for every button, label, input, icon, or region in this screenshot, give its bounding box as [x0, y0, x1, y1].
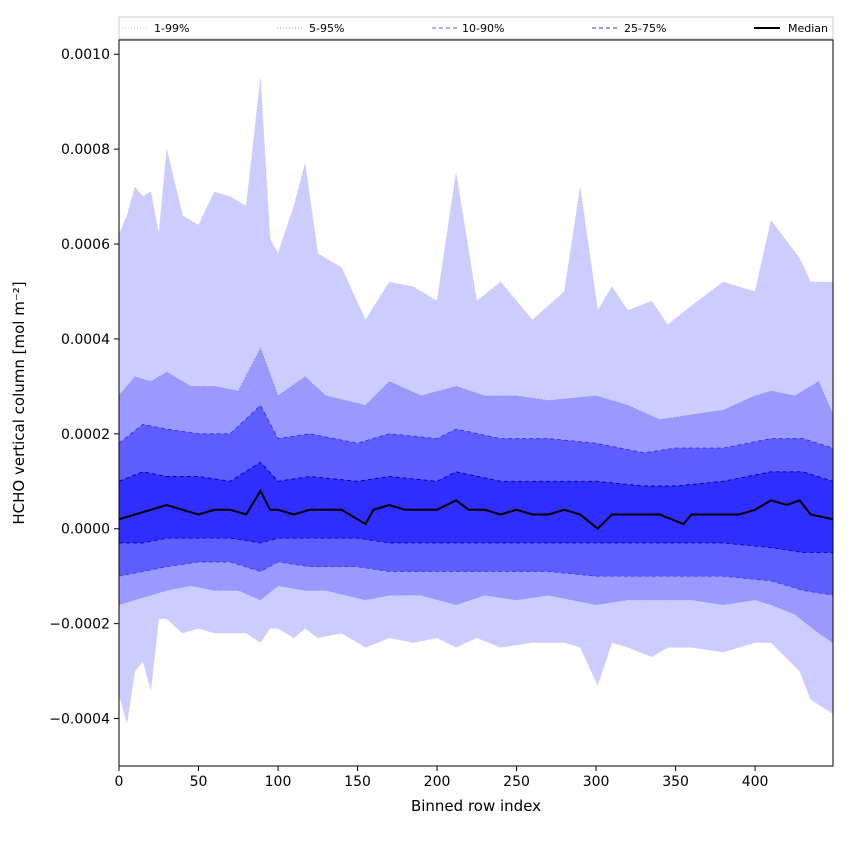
x-tick-label: 150: [344, 774, 371, 790]
band-lower-line-1-99pct: [118, 618, 834, 724]
y-tick-label: 0.0010: [61, 47, 110, 63]
median-line: [118, 488, 834, 531]
y-axis-ticks: −0.0004 −0.0002 0.0000 0.0002 0.0004 0.0006 0.…: [49, 47, 119, 728]
series-lines: [118, 77, 834, 724]
legend-label: Median: [788, 22, 828, 35]
band-25-75pct: [119, 462, 833, 553]
band-upper-line-1-99pct: [118, 77, 833, 326]
percentile-bands: [119, 78, 833, 724]
legend-label: 5-95%: [309, 22, 344, 35]
band-lower-line-10-90pct: [118, 561, 834, 596]
x-tick-label: 400: [742, 774, 769, 790]
x-tick-label: 50: [190, 774, 208, 790]
x-tick-label: 300: [583, 774, 610, 790]
x-tick-label: 250: [503, 774, 530, 790]
y-tick-label: 0.0006: [61, 237, 110, 253]
y-tick-label: 0.0000: [61, 522, 110, 538]
y-axis-title: HCHO vertical column [mol m⁻²]: [10, 281, 28, 524]
band-lower-line-25-75pct: [119, 537, 833, 553]
plot-frame: [118, 39, 834, 767]
y-tick-label: −0.0004: [49, 712, 110, 728]
legend: 1-99% 5-95% 10-90% 25-75% Median: [118, 16, 834, 40]
y-tick-label: 0.0008: [61, 142, 110, 158]
x-tick-label: 100: [265, 774, 292, 790]
band-upper-line-25-75pct: [118, 461, 834, 487]
legend-label: 25-75%: [624, 22, 666, 35]
x-axis-title: Binned row index: [411, 797, 541, 815]
y-tick-label: −0.0002: [49, 617, 110, 633]
x-tick-label: 200: [424, 774, 451, 790]
legend-label: 1-99%: [154, 22, 189, 35]
x-tick-label: 350: [662, 774, 689, 790]
y-tick-label: 0.0004: [61, 332, 110, 348]
band-upper-line-10-90pct: [118, 404, 834, 454]
legend-box: [118, 16, 834, 40]
legend-label: 10-90%: [462, 22, 504, 35]
y-tick-label: 0.0002: [61, 427, 110, 443]
x-axis-ticks: 0 50 100 150 200 250 300 350 400: [115, 766, 769, 790]
legend-items: 1-99% 5-95% 10-90% 25-75% Median: [122, 22, 828, 35]
x-tick-label: 0: [115, 774, 124, 790]
band-upper-line-5-95pct: [118, 347, 834, 421]
